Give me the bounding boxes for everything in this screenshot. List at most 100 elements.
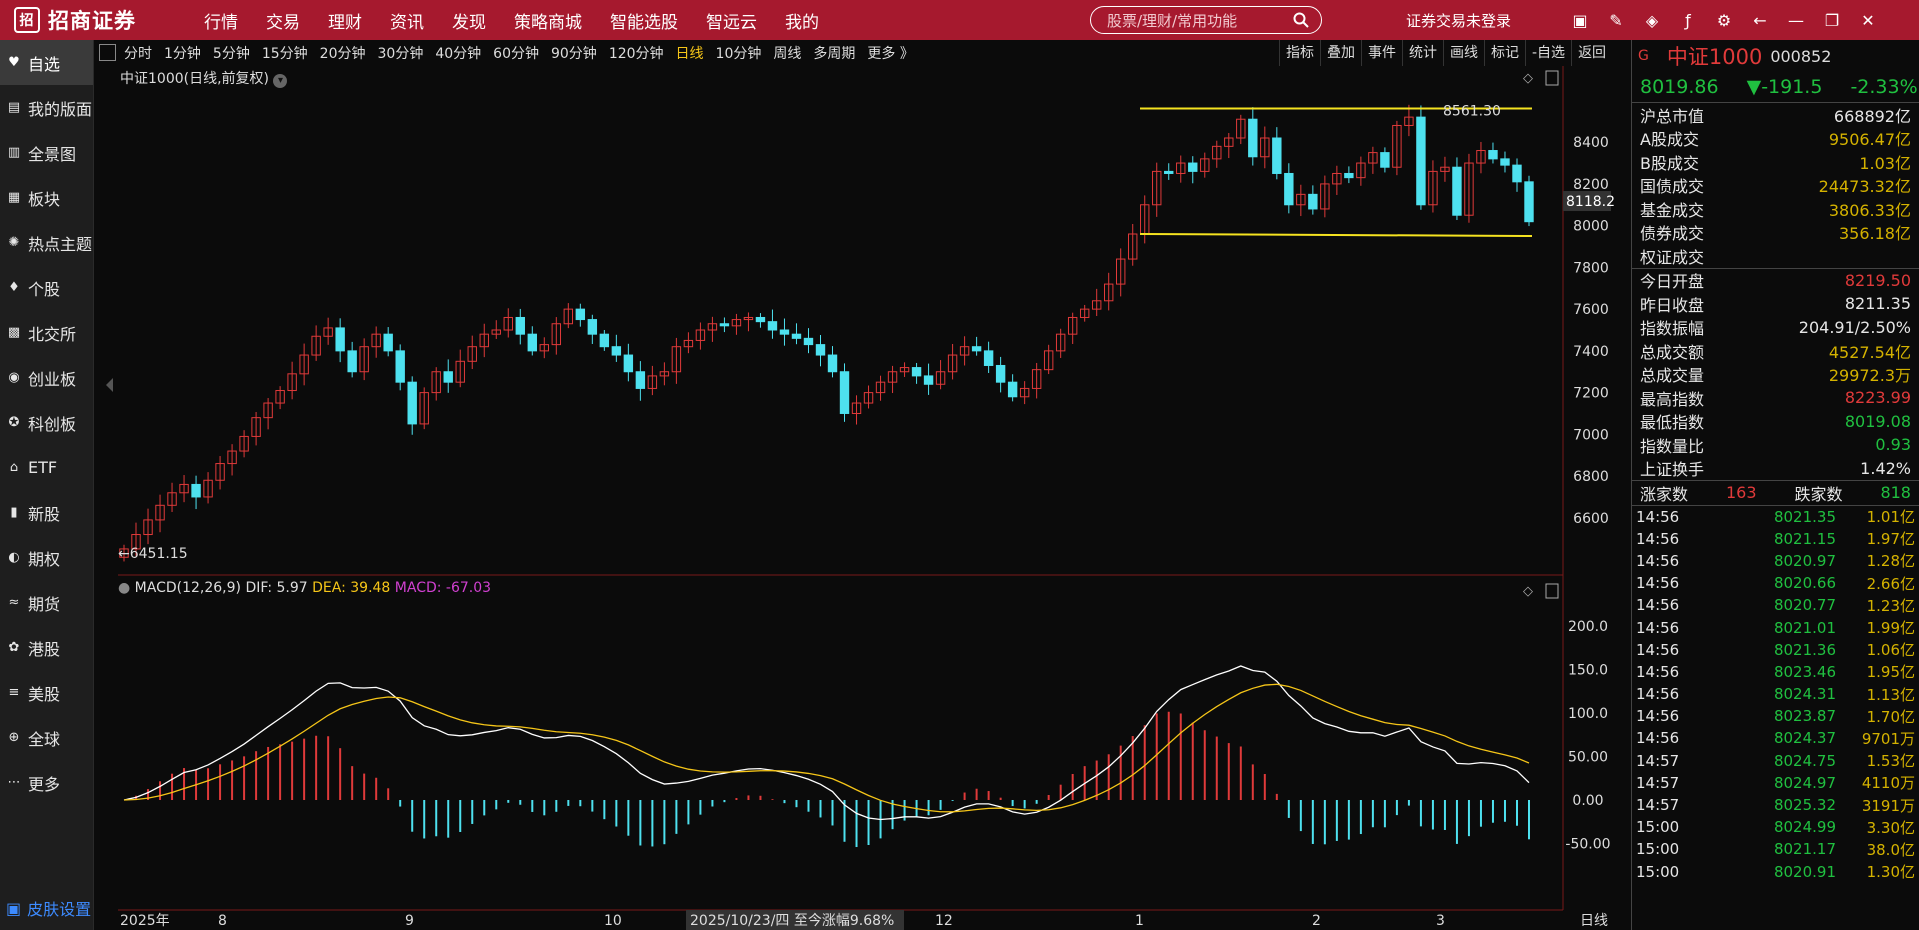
- diamond-icon[interactable]: ◇: [1523, 71, 1533, 86]
- candle-body: [191, 483, 201, 498]
- login-status[interactable]: 证券交易未登录: [1406, 12, 1512, 30]
- sidebar-item[interactable]: ♦ 个股: [0, 265, 93, 310]
- sidebar-item-label: 期权: [28, 549, 61, 569]
- sidebar-item[interactable]: ✪ 科创板: [0, 400, 93, 445]
- sidebar-item[interactable]: ▩ 北交所: [0, 310, 93, 355]
- tick-time: 14:57: [1636, 796, 1680, 815]
- restore-icon[interactable]: ❐: [1824, 10, 1840, 30]
- period-tab[interactable]: 15分钟: [261, 46, 308, 62]
- stat-label: 最低指数: [1640, 413, 1705, 433]
- price-chart[interactable]: 8400 8200 8000 7800 7600 7400 7200 7000 6800 6600…: [0, 0, 1630, 930]
- stat-label: 今日开盘: [1640, 272, 1705, 292]
- period-tab[interactable]: 30分钟: [377, 46, 424, 62]
- tick-time: 14:56: [1636, 640, 1680, 659]
- chart-tool-button[interactable]: 指标: [1279, 40, 1320, 66]
- tick-list[interactable]: 14:56 8021.35 1.01亿 14:56 8021.15 1.97亿 14:56 8…: [1632, 506, 1919, 883]
- search-icon[interactable]: [1293, 12, 1309, 28]
- sidebar-item[interactable]: ▥ 全景图: [0, 130, 93, 175]
- formula-icon[interactable]: ƒ: [1685, 10, 1691, 30]
- down-count-label: 跌家数: [1794, 484, 1843, 504]
- macd-tick: 200.0: [1568, 619, 1608, 635]
- candle-body: [407, 381, 417, 425]
- chart-tool-button[interactable]: 事件: [1361, 40, 1402, 66]
- sidebar-item[interactable]: ✿ 港股: [0, 625, 93, 670]
- period-tab[interactable]: 5分钟: [212, 46, 250, 62]
- nav-item[interactable]: 智远云: [706, 12, 757, 33]
- diamond-icon[interactable]: ◇: [1523, 584, 1533, 599]
- quote-icon[interactable]: ▣: [1572, 10, 1588, 30]
- layout-grid-icon[interactable]: [99, 44, 116, 61]
- period-tab[interactable]: 10分钟: [715, 46, 762, 62]
- period-tab[interactable]: 周线: [773, 46, 802, 62]
- sidebar-item[interactable]: ▤ 我的版面: [0, 85, 93, 130]
- panel-toggle-icon[interactable]: [1545, 583, 1559, 599]
- nav-item[interactable]: 资讯: [390, 12, 424, 33]
- fire-icon: ✺: [8, 235, 20, 250]
- nav-item[interactable]: 我的: [785, 12, 819, 33]
- sidebar-item[interactable]: ⊕ 全球: [0, 715, 93, 760]
- sidebar-item[interactable]: ≡ 美股: [0, 670, 93, 715]
- nav-item[interactable]: 交易: [266, 12, 300, 33]
- chart-tool-button[interactable]: 画线: [1443, 40, 1484, 66]
- period-tab[interactable]: 分时: [124, 46, 152, 62]
- minimize-icon[interactable]: —: [1788, 10, 1804, 30]
- sidebar-item[interactable]: ◉ 创业板: [0, 355, 93, 400]
- period-tab[interactable]: 日线: [675, 46, 704, 62]
- nav-item[interactable]: 策略商城: [514, 12, 582, 33]
- tick-volume: 1.70亿: [1866, 707, 1915, 726]
- period-tab[interactable]: 60分钟: [493, 46, 539, 62]
- candle-body: [1512, 164, 1522, 183]
- close-icon[interactable]: ✕: [1861, 10, 1875, 30]
- search-input[interactable]: 股票/理财/常用功能: [1090, 6, 1322, 34]
- gear-icon[interactable]: ⚙: [1716, 10, 1732, 30]
- nav-item[interactable]: 行情: [204, 12, 238, 33]
- sidebar-item[interactable]: ◐ 期权: [0, 535, 93, 580]
- sidebar-item[interactable]: ♥ 自选: [0, 40, 93, 85]
- edit-icon[interactable]: ✎: [1609, 10, 1623, 30]
- sidebar-item[interactable]: ▦ 板块: [0, 175, 93, 220]
- price-tick: 8200: [1573, 177, 1609, 193]
- sidebar-item-label: 新股: [28, 504, 61, 524]
- sidebar-item[interactable]: ≈ 期货: [0, 580, 93, 625]
- period-tab[interactable]: 1分钟: [164, 46, 201, 62]
- period-tab[interactable]: 40分钟: [435, 46, 482, 62]
- candle-body: [647, 375, 658, 389]
- nav-item[interactable]: 理财: [328, 12, 362, 33]
- sidebar-item[interactable]: ✺ 热点主题: [0, 220, 93, 265]
- collapse-arrow-icon[interactable]: [106, 378, 113, 392]
- sidebar-item[interactable]: ▮ 新股: [0, 490, 93, 535]
- nav-item[interactable]: 发现: [452, 12, 486, 33]
- chart-tool-button[interactable]: 返回: [1571, 40, 1612, 66]
- cube-icon[interactable]: ◈: [1645, 10, 1659, 30]
- period-tab[interactable]: 120分钟: [608, 46, 664, 62]
- stat-value: 4527.54亿: [1828, 342, 1911, 362]
- chart-tool-button[interactable]: 统计: [1402, 40, 1443, 66]
- stat-row: 今日开盘 8219.50: [1632, 269, 1919, 293]
- period-tab[interactable]: 20分钟: [319, 46, 366, 62]
- candle-body: [743, 316, 754, 321]
- stat-label: 债券成交: [1640, 224, 1705, 244]
- period-tab[interactable]: 90分钟: [550, 46, 597, 62]
- tick-volume: 1.95亿: [1866, 663, 1915, 682]
- panel-toggle-icon[interactable]: [1545, 70, 1559, 86]
- period-tab[interactable]: 多周期: [813, 46, 856, 62]
- candle-body: [1452, 166, 1462, 216]
- period-tag[interactable]: 日线: [1580, 913, 1608, 929]
- period-tab[interactable]: 更多 》: [867, 46, 914, 62]
- back-icon[interactable]: ←: [1753, 10, 1767, 30]
- sidebar-item[interactable]: ⋯ 更多: [0, 760, 93, 805]
- chart-tool-button[interactable]: -自选: [1525, 40, 1571, 66]
- sidebar-item[interactable]: ⌂ ETF: [0, 445, 93, 490]
- chart-title: 中证1000(日线,前复权) ▾: [120, 68, 288, 88]
- dropdown-icon[interactable]: ▾: [273, 74, 288, 88]
- tick-volume: 1.13亿: [1866, 685, 1915, 704]
- candle-body: [1055, 333, 1066, 352]
- chart-tool-button[interactable]: 标记: [1484, 40, 1525, 66]
- stat-value: 1.42%: [1860, 458, 1911, 478]
- ipo-icon: ▮: [10, 505, 18, 520]
- nav-item[interactable]: 智能选股: [610, 12, 678, 33]
- candle-body: [515, 316, 525, 335]
- chart-tool-button[interactable]: 叠加: [1320, 40, 1361, 66]
- skin-settings-button[interactable]: ▣ 皮肤设置: [0, 896, 94, 920]
- candle-body: [803, 337, 814, 346]
